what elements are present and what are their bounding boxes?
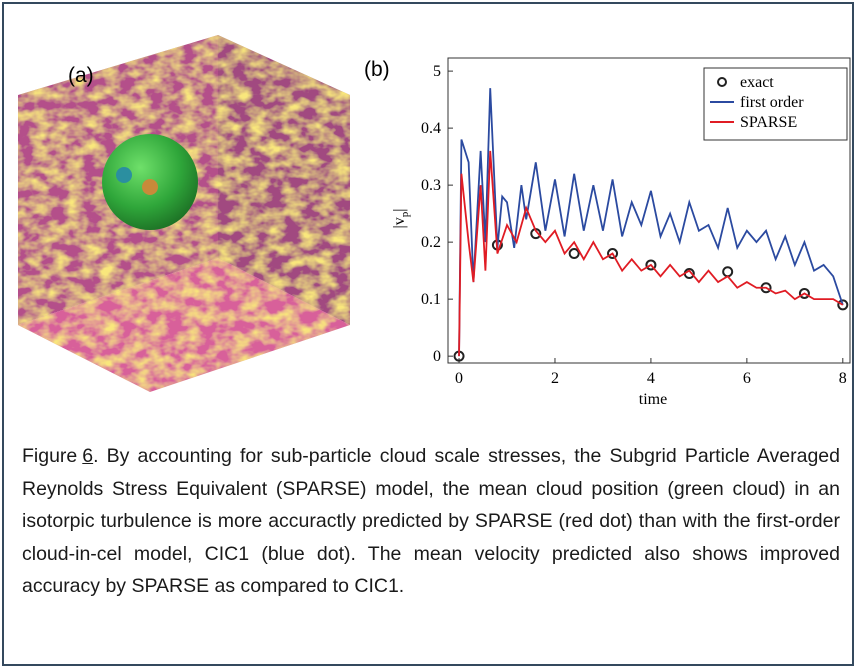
y-tick-label: 0.3 bbox=[421, 177, 441, 194]
x-axis-label: time bbox=[639, 391, 667, 408]
caption-prefix: Figure bbox=[22, 445, 77, 467]
x-tick-label: 2 bbox=[551, 370, 559, 387]
caption-text: . By accounting for sub-particle cloud s… bbox=[22, 445, 840, 597]
y-label-main: |v bbox=[391, 217, 408, 228]
series-line bbox=[459, 151, 843, 356]
panel-label: (a) bbox=[68, 64, 94, 87]
y-tick-label: 5 bbox=[433, 63, 441, 80]
panel-label: (b) bbox=[364, 58, 390, 81]
x-tick-label: 6 bbox=[743, 370, 751, 387]
data-point bbox=[723, 267, 732, 276]
cube bbox=[18, 35, 350, 392]
y-tick-label: 0.4 bbox=[421, 120, 441, 137]
y-axis-label: |vp| bbox=[391, 209, 411, 229]
data-point bbox=[570, 249, 579, 258]
red-dot bbox=[142, 179, 158, 195]
legend-label: exact bbox=[740, 74, 774, 91]
figure: (a) (b) 0 0.1 0.2 0.3 0.4 5 0 2 4 6 8 time |vp| exact… bbox=[0, 0, 860, 430]
x-tick-label: 0 bbox=[455, 370, 463, 387]
legend-label: SPARSE bbox=[740, 114, 797, 131]
y-tick-label: 0.2 bbox=[421, 234, 441, 251]
legend-label: first order bbox=[740, 94, 804, 111]
y-tick-label: 0 bbox=[433, 348, 441, 365]
figure-number: 6 bbox=[77, 445, 93, 467]
page: {"panel_a": {"label": "(a)"}, "panel_b":… bbox=[0, 0, 860, 672]
chart: 0 0.1 0.2 0.3 0.4 5 0 2 4 6 8 time |vp| exact first or… bbox=[391, 58, 850, 408]
y-tick-label: 0.1 bbox=[421, 291, 441, 308]
blue-dot bbox=[116, 167, 132, 183]
x-tick-label: 8 bbox=[839, 370, 847, 387]
x-tick-label: 4 bbox=[647, 370, 655, 387]
y-label-end: | bbox=[391, 209, 408, 212]
